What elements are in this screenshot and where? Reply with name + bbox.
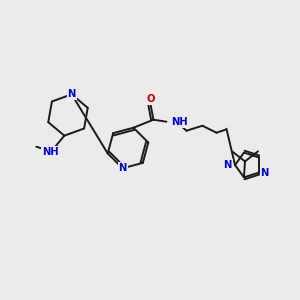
Text: N: N (118, 163, 127, 173)
Text: N: N (68, 89, 76, 99)
Text: O: O (146, 94, 155, 104)
Text: NH: NH (171, 117, 188, 127)
Text: N: N (260, 168, 269, 178)
Text: N: N (224, 160, 232, 170)
Text: NH: NH (42, 147, 59, 157)
